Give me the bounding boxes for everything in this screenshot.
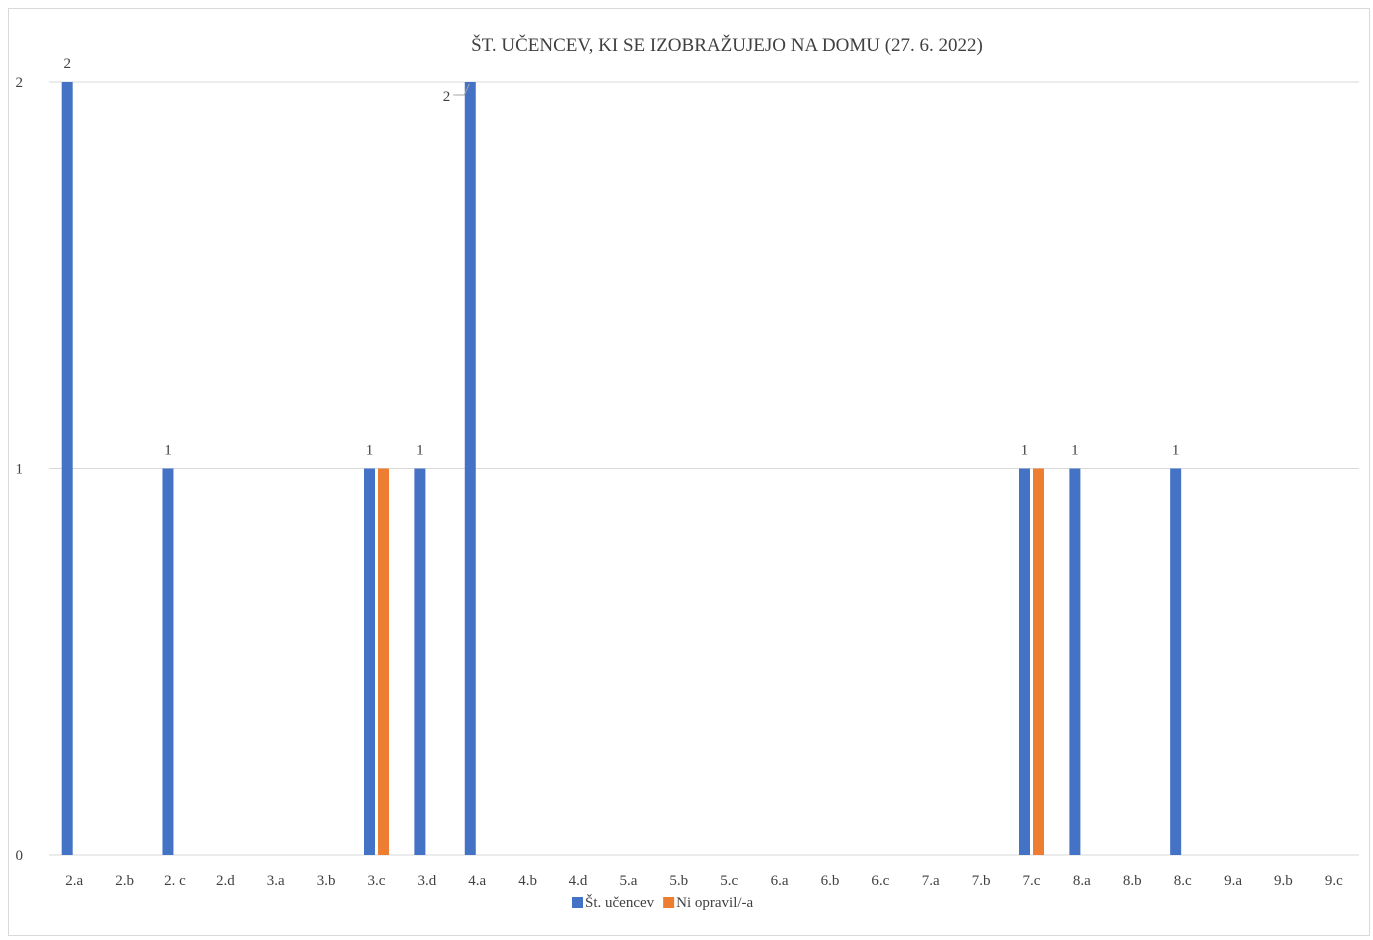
- x-tick-label: 5.b: [669, 873, 688, 889]
- x-tick-label: 6.a: [771, 873, 789, 889]
- x-tick-label: 3.a: [267, 873, 285, 889]
- bar-st-ucencev-19: [1019, 468, 1030, 855]
- data-label: 1: [164, 443, 172, 459]
- x-axis-ticks: 2.a 2.b 2. c 2.d 3.a 3.b 3.c 3.d 4.a 4.b 4.d 5.a 5.b…: [65, 873, 1343, 889]
- bar-st-ucencev-20: [1069, 468, 1081, 855]
- x-tick-label: 5.a: [619, 873, 637, 889]
- bar-st-ucencev-7: [414, 468, 426, 855]
- bar-ni-opravil-6: [378, 468, 389, 855]
- legend-swatch: [572, 897, 583, 908]
- bar-st-ucencev-8: [464, 82, 476, 855]
- data-labels: 2 1 1 1 2 1 1 1: [63, 56, 1179, 459]
- x-tick-label: 7.c: [1023, 873, 1041, 889]
- x-tick-label: 8.c: [1174, 873, 1192, 889]
- data-label: 2: [443, 89, 451, 105]
- x-tick-label: 8.a: [1073, 873, 1091, 889]
- x-tick-label: 2.d: [216, 873, 235, 889]
- y-tick-label: 1: [16, 462, 24, 478]
- legend-label: Št. učencev: [585, 894, 655, 911]
- bar-chart: ŠT. UČENCEV, KI SE IZOBRAŽUJEJO NA DOMU …: [16, 34, 1359, 911]
- x-tick-label: 9.c: [1325, 873, 1343, 889]
- x-tick-label: 6.b: [821, 873, 840, 889]
- x-tick-label: 4.b: [518, 873, 537, 889]
- bar-st-ucencev-0: [61, 82, 73, 855]
- legend-swatch: [663, 897, 675, 908]
- data-label: 1: [1172, 443, 1180, 459]
- data-label-leader-line: [453, 83, 470, 96]
- bar-st-ucencev-6: [364, 468, 375, 855]
- bar-st-ucencev-2: [162, 468, 174, 855]
- bar-ni-opravil-19: [1033, 468, 1044, 855]
- x-tick-label: 2.b: [115, 873, 134, 889]
- x-tick-label: 8.b: [1123, 873, 1142, 889]
- y-axis-ticks: 0 1 2: [16, 75, 24, 864]
- x-tick-label: 3.d: [418, 873, 437, 889]
- x-tick-label: 4.a: [468, 873, 486, 889]
- y-tick-label: 2: [16, 75, 24, 91]
- data-label: 2: [63, 56, 71, 72]
- chart-title: ŠT. UČENCEV, KI SE IZOBRAŽUJEJO NA DOMU …: [471, 34, 983, 56]
- y-tick-label: 0: [16, 848, 24, 864]
- x-tick-label: 3.c: [368, 873, 386, 889]
- chart-frame: ŠT. UČENCEV, KI SE IZOBRAŽUJEJO NA DOMU …: [8, 8, 1370, 936]
- legend: Št. učencev Ni opravil/-a: [572, 894, 754, 911]
- x-tick-label: 5.c: [720, 873, 738, 889]
- x-tick-label: 7.b: [972, 873, 991, 889]
- x-tick-label: 3.b: [317, 873, 336, 889]
- bars: [61, 82, 1182, 855]
- bar-st-ucencev-22: [1170, 468, 1182, 855]
- x-tick-label: 2.a: [65, 873, 83, 889]
- data-label: 1: [1071, 443, 1079, 459]
- x-tick-label: 7.a: [922, 873, 940, 889]
- x-tick-label: 4.d: [569, 873, 588, 889]
- data-label: 1: [1021, 443, 1029, 459]
- x-tick-label: 9.b: [1274, 873, 1293, 889]
- data-label: 1: [366, 443, 374, 459]
- x-tick-label: 9.a: [1224, 873, 1242, 889]
- x-tick-label: 2. c: [164, 873, 186, 889]
- legend-label: Ni opravil/-a: [676, 895, 753, 911]
- gridlines: [49, 81, 1359, 856]
- data-label: 1: [416, 443, 424, 459]
- x-tick-label: 6.c: [871, 873, 889, 889]
